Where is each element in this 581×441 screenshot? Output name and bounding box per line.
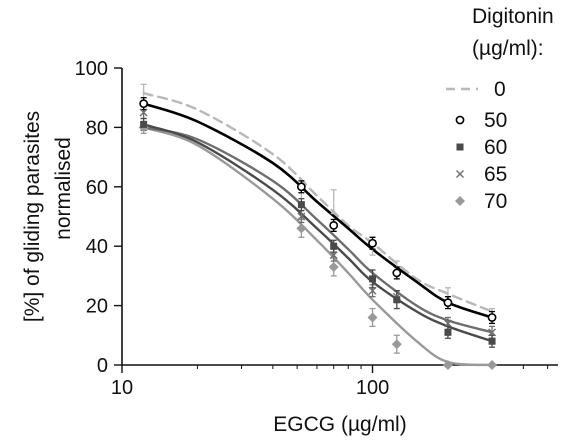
data-point-60	[393, 296, 401, 304]
y-tick-label: 100	[75, 58, 108, 80]
x-marker-stroke	[456, 170, 464, 178]
error-bar-0	[330, 189, 337, 215]
legend-title: Digitonin	[472, 5, 554, 28]
fit-curve-70	[142, 126, 494, 367]
data-point-70	[487, 360, 498, 370]
y-tick-label: 60	[86, 177, 108, 199]
legend-label-65: 65	[484, 163, 507, 186]
x-marker-stroke	[443, 319, 452, 328]
data-point-70	[367, 312, 378, 323]
data-point-70	[328, 261, 339, 272]
x-marker-stroke	[139, 108, 148, 117]
data-point-50	[368, 238, 377, 248]
data-point-65	[443, 319, 452, 328]
data-point-65	[139, 108, 148, 117]
x-tick-label: 10	[111, 377, 133, 399]
fit-curves	[142, 92, 494, 367]
x-marker-stroke	[329, 251, 338, 260]
axes: 0 20 40 60 80 100 10 100 EGCG (µg/ml) [%] of glid…	[21, 58, 558, 436]
data-point-50	[443, 298, 453, 308]
y-tick-label: 0	[97, 355, 108, 377]
legend-title-line2: (µg/ml):	[472, 37, 544, 60]
error-bars	[140, 83, 496, 354]
data-point-70	[296, 223, 307, 234]
x-marker-stroke	[488, 328, 497, 337]
fit-curve-0	[142, 92, 494, 313]
fit-curve-50	[142, 102, 494, 319]
data-point-50	[139, 99, 149, 109]
data-point-60	[297, 201, 305, 209]
y-tick-label: 80	[86, 117, 108, 139]
fit-curve-65	[142, 126, 494, 334]
data-point-70	[391, 339, 402, 350]
data-point-65	[329, 251, 338, 260]
data-point-65	[297, 212, 306, 221]
legend-swatch-60	[456, 143, 464, 151]
data-point-60	[444, 328, 452, 336]
data-point-65	[488, 328, 497, 337]
data-point-60	[488, 337, 496, 345]
data-point-65	[368, 286, 377, 295]
x-marker-stroke	[368, 286, 377, 295]
data-point-60	[140, 120, 148, 128]
x-marker-stroke	[297, 212, 306, 221]
x-axis-title: EGCG (µg/ml)	[273, 413, 406, 436]
y-tick-label: 20	[86, 296, 108, 318]
y-axis-title: [%] of gliding parasites	[21, 111, 44, 322]
data-point-50	[296, 182, 306, 192]
legend: Digitonin (µg/ml): 0 50 60 65 70	[446, 5, 554, 213]
legend-swatch-65	[456, 170, 464, 178]
y-axis-title-line2: normalised	[52, 137, 75, 240]
data-point-50	[487, 313, 497, 322]
legend-label-0: 0	[494, 78, 506, 101]
y-tick-label: 40	[86, 236, 108, 258]
data-point-60	[330, 242, 338, 250]
legend-label-60: 60	[484, 136, 507, 159]
data-point-60	[369, 275, 377, 283]
x-tick-label: 100	[356, 377, 389, 399]
legend-swatch-50	[455, 115, 465, 125]
data-point-50	[329, 221, 339, 230]
data-points	[138, 99, 498, 370]
legend-swatch-70	[455, 196, 465, 206]
data-point-50	[392, 268, 402, 278]
data-point-70	[442, 360, 453, 370]
fit-curve-60	[142, 123, 494, 343]
legend-label-70: 70	[484, 190, 507, 213]
legend-label-50: 50	[484, 109, 507, 132]
